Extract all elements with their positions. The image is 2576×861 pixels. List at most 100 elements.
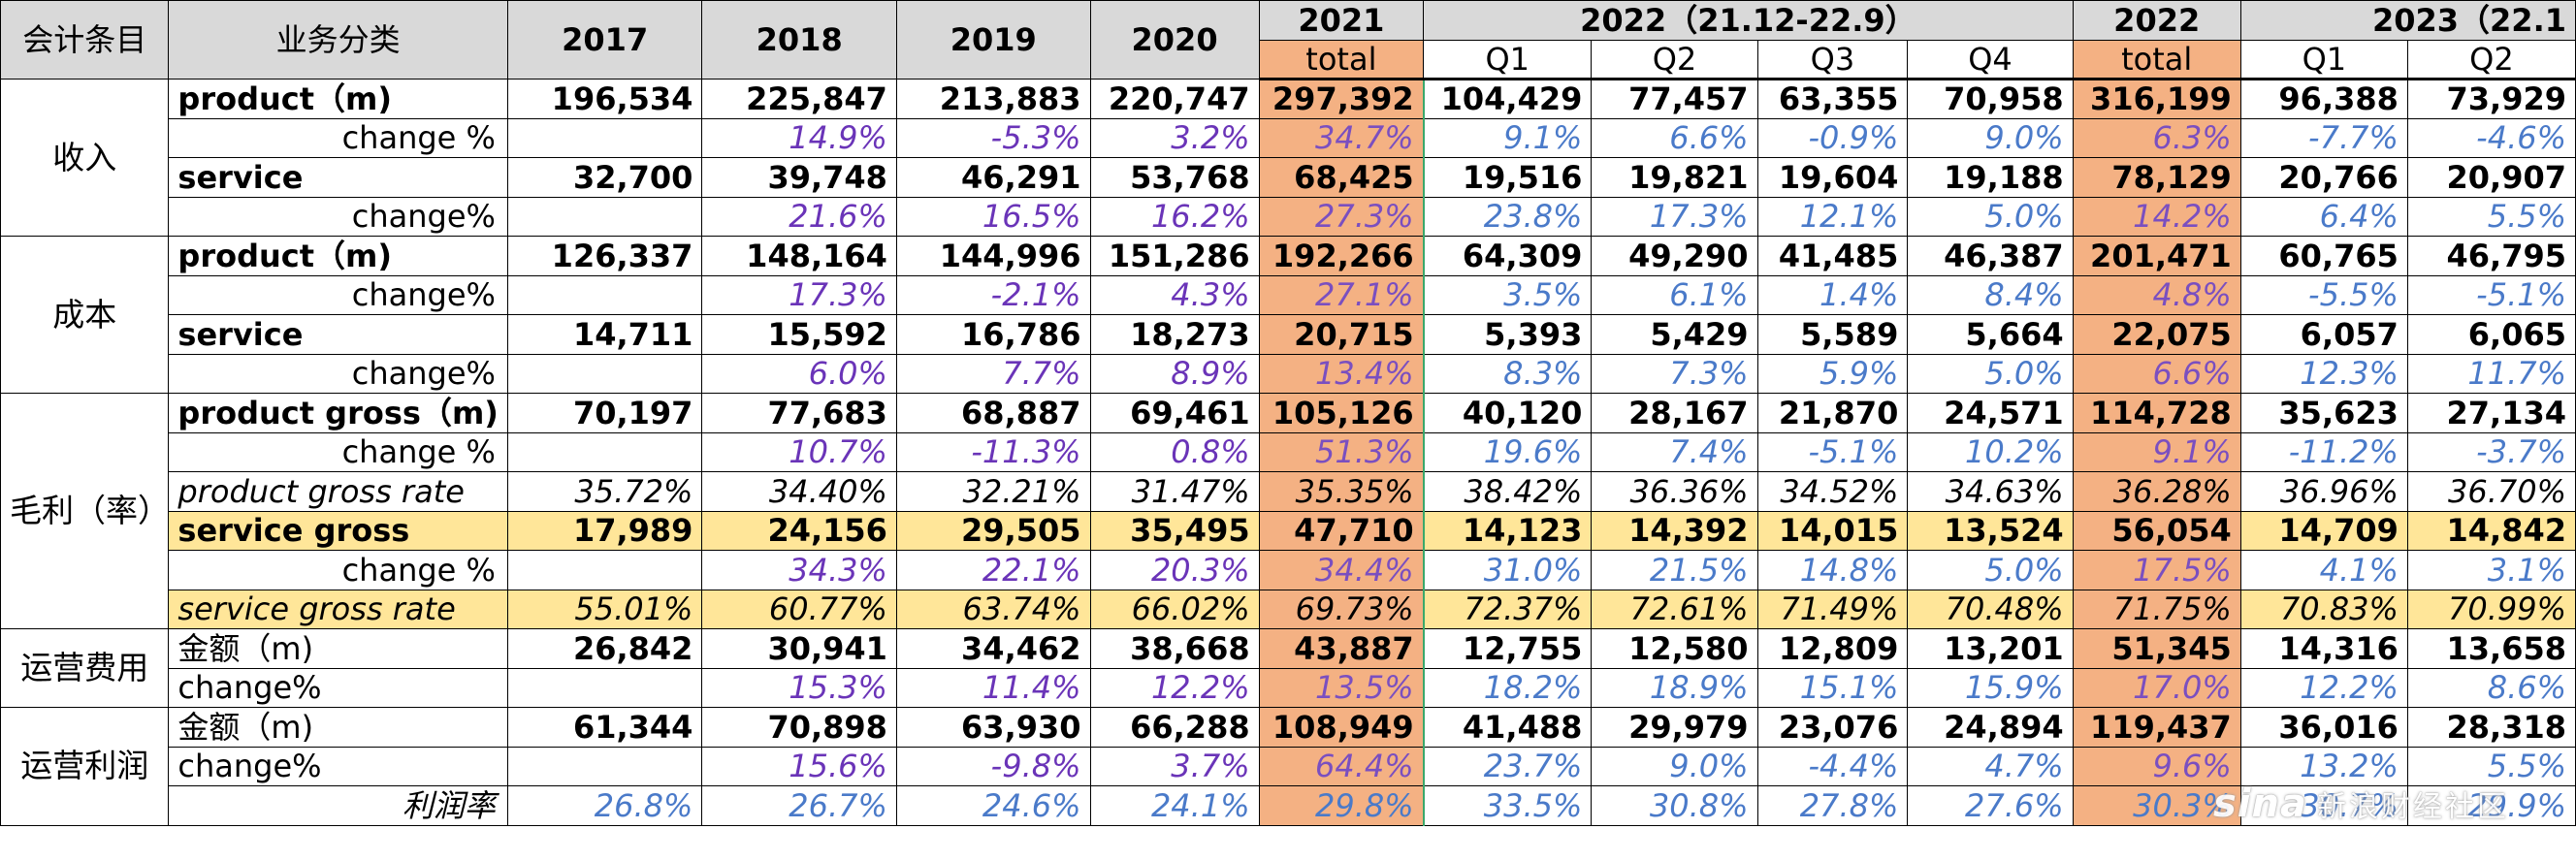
table-cell: 20,907	[2406, 157, 2576, 198]
table-cell: 316,199	[2072, 79, 2241, 119]
table-cell: -5.3%	[895, 117, 1091, 158]
table-cell: 6.4%	[2239, 196, 2408, 237]
table-cell: 70,197	[506, 393, 703, 433]
table-cell: 21,870	[1756, 393, 1909, 433]
watermark-brand: sina	[2213, 781, 2307, 826]
table-cell: -7.7%	[2239, 117, 2408, 158]
table-cell: -11.3%	[895, 431, 1091, 472]
table-cell: 10.2%	[1907, 431, 2074, 472]
table-cell: 72.37%	[1422, 589, 1593, 629]
table-cell: 4.3%	[1089, 274, 1260, 315]
table-cell: 4.7%	[1907, 746, 2074, 786]
row-label: product gross rate	[168, 471, 508, 512]
category-cost: 成本	[0, 236, 170, 394]
table-cell: 13.4%	[1258, 353, 1425, 394]
table-cell: 3.2%	[1089, 117, 1260, 158]
table-cell: 46,387	[1907, 236, 2074, 276]
table-cell: 15.6%	[701, 746, 897, 786]
table-cell: 22,075	[2072, 314, 2241, 355]
header-quarter: Q2	[1591, 39, 1758, 80]
table-cell: 63.74%	[895, 589, 1091, 629]
table-cell: 34,462	[895, 628, 1091, 669]
table-cell: 10.7%	[701, 431, 897, 472]
table-cell: 31.0%	[1422, 550, 1593, 590]
table-cell: 14,709	[2239, 510, 2408, 551]
table-cell: 19,821	[1591, 157, 1758, 198]
header-year: 2017	[506, 0, 703, 80]
header-year-2021: 2021	[1258, 0, 1425, 41]
row-label: service	[168, 314, 508, 355]
header-quarter: Q2	[2406, 39, 2576, 80]
table-cell: 13.2%	[2239, 746, 2408, 786]
table-cell: 47,710	[1258, 510, 1425, 551]
table-cell: 30,941	[701, 628, 897, 669]
row-label: product gross（m)	[168, 393, 508, 433]
table-cell: 5.5%	[2406, 746, 2576, 786]
row-label: service	[168, 157, 508, 198]
table-cell: -5.1%	[2406, 274, 2576, 315]
table-cell: 19,188	[1907, 157, 2074, 198]
table-cell: 30.7%	[2239, 785, 2408, 826]
table-cell	[506, 274, 703, 315]
table-cell: 36.36%	[1591, 471, 1758, 512]
table-cell: 9.0%	[1591, 746, 1758, 786]
table-cell: 19,516	[1422, 157, 1593, 198]
table-cell: 6,057	[2239, 314, 2408, 355]
table-cell: 3.7%	[1089, 746, 1260, 786]
table-cell: 15.1%	[1756, 667, 1909, 708]
table-cell: 36.70%	[2406, 471, 2576, 512]
header-quarter: Q3	[1756, 39, 1909, 80]
table-cell: 12,580	[1591, 628, 1758, 669]
category-gross-profit: 毛利（率）	[0, 393, 170, 629]
row-label: change%	[168, 196, 508, 237]
table-cell: 17.5%	[2072, 550, 2241, 590]
table-cell: 11.7%	[2406, 353, 2576, 394]
table-cell: 220,747	[1089, 79, 1260, 119]
table-cell: 51.3%	[1258, 431, 1425, 472]
table-cell: -0.9%	[1756, 117, 1909, 158]
table-cell: 114,728	[2072, 393, 2241, 433]
table-cell: 225,847	[701, 79, 897, 119]
table-cell: 5,664	[1907, 314, 2074, 355]
table-cell: 56,054	[2072, 510, 2241, 551]
table-cell: 70.48%	[1907, 589, 2074, 629]
table-cell: 68,425	[1258, 157, 1425, 198]
table-cell: 6,065	[2406, 314, 2576, 355]
table-cell: 6.6%	[1591, 117, 1758, 158]
table-cell: 1.4%	[1756, 274, 1909, 315]
table-cell: -9.8%	[895, 746, 1091, 786]
table-cell: 35,623	[2239, 393, 2408, 433]
table-cell: 32,700	[506, 157, 703, 198]
table-cell: 70,958	[1907, 79, 2074, 119]
table-cell: 144,996	[895, 236, 1091, 276]
table-cell: 15,592	[701, 314, 897, 355]
table-cell: 17.3%	[701, 274, 897, 315]
table-cell: -11.2%	[2239, 431, 2408, 472]
table-cell: 151,286	[1089, 236, 1260, 276]
category-operating-expense: 运营费用	[0, 628, 170, 708]
table-cell: 104,429	[1422, 79, 1593, 119]
table-cell: 51,345	[2072, 628, 2241, 669]
table-cell	[506, 353, 703, 394]
table-cell: -4.6%	[2406, 117, 2576, 158]
header-quarter: Q1	[1423, 39, 1593, 80]
row-label: 金额（m)	[168, 628, 508, 669]
table-cell: 61,344	[506, 707, 703, 748]
table-cell: 16,786	[895, 314, 1091, 355]
row-label: 利润率	[168, 785, 508, 826]
table-cell: 33.5%	[1422, 785, 1593, 826]
table-cell: 63,930	[895, 707, 1091, 748]
table-cell: 32.21%	[895, 471, 1091, 512]
table-cell: -4.4%	[1756, 746, 1909, 786]
table-cell: 19.6%	[1422, 431, 1593, 472]
table-cell: 148,164	[701, 236, 897, 276]
table-cell: 20,715	[1258, 314, 1425, 355]
table-cell: 46,795	[2406, 236, 2576, 276]
table-cell: 24.6%	[895, 785, 1091, 826]
table-cell: 35,495	[1089, 510, 1260, 551]
table-cell: 9.1%	[2072, 431, 2241, 472]
table-cell: 68,887	[895, 393, 1091, 433]
table-cell: 73,929	[2406, 79, 2576, 119]
row-label: change %	[168, 550, 508, 590]
table-cell: 6.0%	[701, 353, 897, 394]
